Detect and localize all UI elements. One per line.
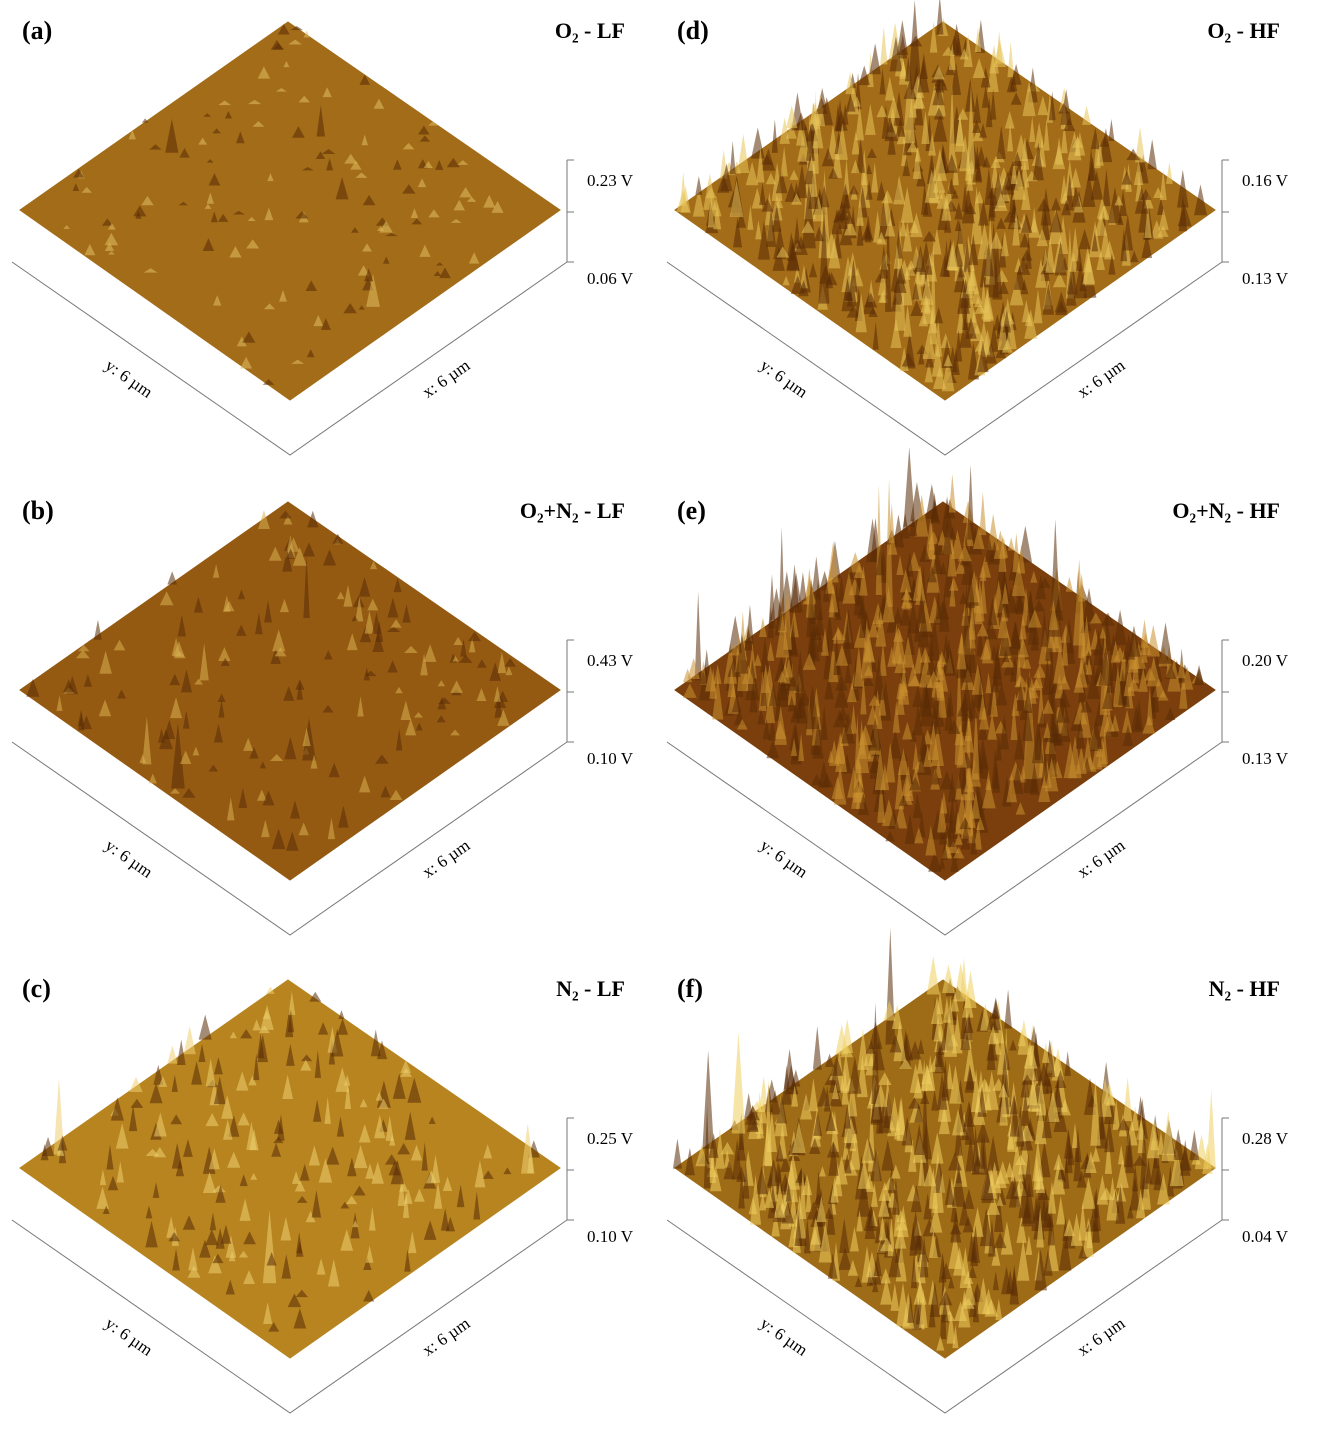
spike [167, 571, 177, 584]
spike [1159, 622, 1173, 663]
z-tick-label: 0.20 V [1242, 651, 1289, 670]
spike [184, 1026, 196, 1054]
panel-label: (a) [22, 16, 52, 45]
spike [772, 119, 778, 153]
z-axis [567, 160, 574, 262]
panel-label: (f) [677, 974, 703, 1003]
spike [949, 474, 956, 512]
spike [737, 134, 749, 173]
y-axis-label: y: 6 µm [757, 356, 812, 402]
y-axis-label: y: 6 µm [102, 356, 157, 402]
spike [1004, 989, 1012, 1028]
panel-label: (d) [677, 16, 709, 45]
z-tick-label: 0.16 V [1242, 171, 1289, 190]
spike [1147, 625, 1160, 657]
z-tick-label: 0.13 V [1242, 749, 1289, 768]
spike [1066, 576, 1073, 591]
z-tick-label: 0.06 V [587, 269, 634, 288]
x-axis-label: x: 6 µm [419, 356, 474, 402]
spike [167, 1045, 177, 1063]
spike [1190, 1130, 1200, 1160]
z-axis [1222, 160, 1229, 262]
x-axis-label: x: 6 µm [1074, 836, 1129, 882]
panel-title: N₂ - LF [556, 976, 625, 1001]
x-axis-label: x: 6 µm [1074, 356, 1129, 402]
panel-label: (e) [677, 496, 706, 525]
panel-label: (c) [22, 974, 51, 1003]
panel-label: (b) [22, 496, 54, 525]
panel-title: N₂ - HF [1209, 976, 1280, 1001]
panel-title: O₂+N₂ - LF [520, 498, 625, 523]
spike [702, 1051, 713, 1149]
spike [942, 964, 955, 993]
x-axis-label: x: 6 µm [419, 836, 474, 882]
panel: (a) O₂ - LF 0.23 V 0.06 V y: 6 µm x: 6 µm [12, 16, 634, 455]
x-axis-label: x: 6 µm [419, 1314, 474, 1360]
spike [695, 176, 702, 195]
z-tick-label: 0.28 V [1242, 1129, 1289, 1148]
spike [1108, 119, 1114, 141]
z-tick-label: 0.04 V [1242, 1227, 1289, 1246]
z-axis [567, 1118, 574, 1220]
spike [746, 605, 753, 644]
z-tick-label: 0.25 V [587, 1129, 634, 1148]
spike [813, 1026, 822, 1070]
spike [927, 956, 940, 995]
spike [897, 20, 908, 55]
spike [1166, 162, 1173, 184]
panel-title: O₂+N₂ - HF [1172, 498, 1280, 523]
z-tick-label: 0.10 V [587, 1227, 634, 1246]
spike [1123, 1077, 1132, 1121]
spike [779, 527, 785, 631]
spike [751, 128, 764, 159]
spike [94, 620, 102, 640]
spike [1008, 537, 1015, 550]
spike [730, 141, 736, 174]
z-tick-label: 0.43 V [587, 651, 634, 670]
z-tick-label: 0.13 V [1242, 269, 1289, 288]
z-axis [1222, 1118, 1229, 1220]
y-axis-label: y: 6 µm [757, 836, 812, 882]
surface [20, 22, 560, 400]
panel: (f) N₂ - HF 0.28 V 0.04 V y: 6 µm x: 6 µm [667, 928, 1289, 1413]
panel: (e) O₂+N₂ - HF 0.20 V 0.13 V y: 6 µm x: 6 µm [667, 447, 1289, 935]
spike [926, 484, 938, 519]
z-tick-label: 0.10 V [587, 749, 634, 768]
spike [199, 1015, 212, 1040]
spike [903, 447, 915, 527]
y-axis-label: y: 6 µm [757, 1314, 812, 1360]
spike [732, 1032, 745, 1134]
spike [996, 31, 1003, 64]
spike [936, 0, 943, 35]
panel-title: O₂ - HF [1207, 18, 1280, 43]
z-axis [1222, 640, 1229, 742]
spike [1140, 619, 1148, 647]
spike [880, 26, 887, 64]
y-axis-label: y: 6 µm [102, 1314, 157, 1360]
spike [673, 1138, 682, 1168]
spike [338, 1010, 344, 1019]
z-tick-label: 0.23 V [587, 171, 634, 190]
panel: (d) O₂ - HF 0.16 V 0.13 V y: 6 µm x: 6 µm [667, 0, 1289, 455]
spike [799, 572, 807, 601]
spike [979, 492, 986, 535]
panel: (b) O₂+N₂ - LF 0.43 V 0.10 V y: 6 µm x: 6 µm [12, 496, 634, 935]
z-axis [567, 640, 574, 742]
spike [1007, 41, 1014, 77]
panel: (c) N₂ - LF 0.25 V 0.10 V y: 6 µm x: 6 µm [12, 974, 634, 1413]
panel-title: O₂ - LF [555, 18, 625, 43]
x-axis-label: x: 6 µm [1074, 1314, 1129, 1360]
y-axis-label: y: 6 µm [102, 836, 157, 882]
figure: (a) O₂ - LF 0.23 V 0.06 V y: 6 µm x: 6 µm (b) O… [0, 0, 1325, 1433]
spike [1147, 139, 1156, 169]
spike [1082, 106, 1091, 125]
spike [1065, 1051, 1071, 1076]
